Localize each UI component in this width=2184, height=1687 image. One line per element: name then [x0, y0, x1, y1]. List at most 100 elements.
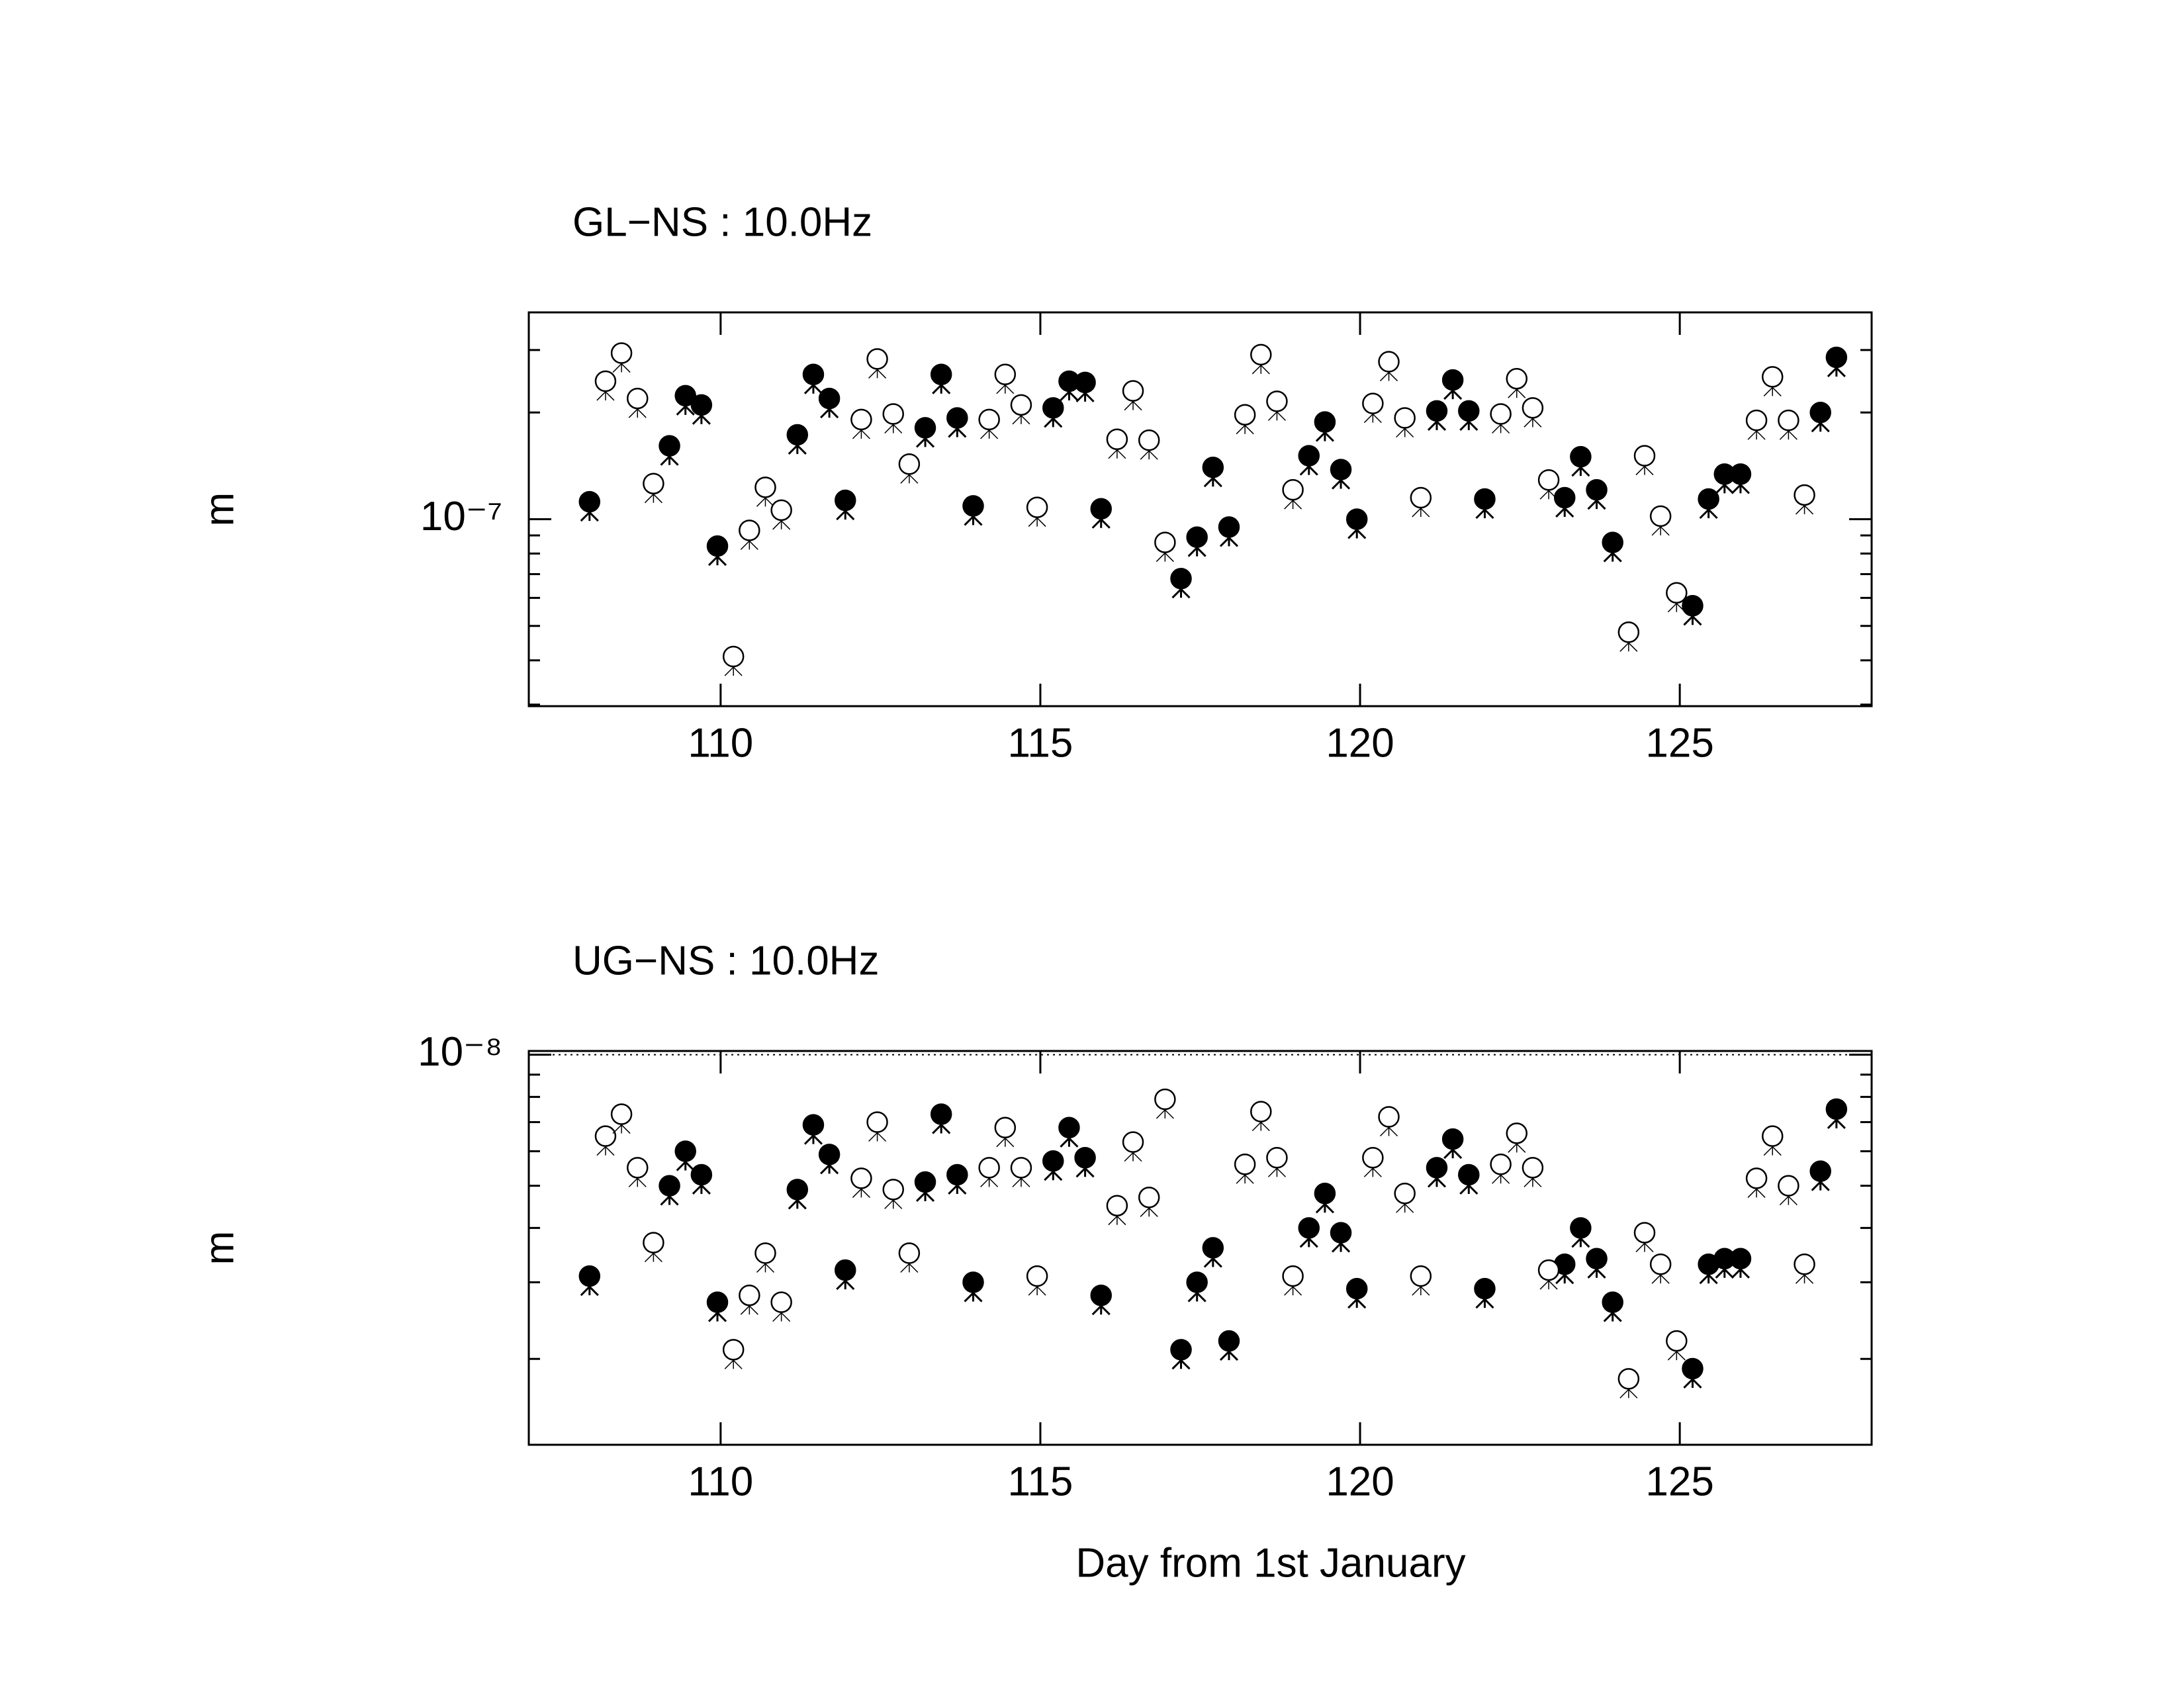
- marker: [674, 385, 696, 407]
- y-axis-label: m: [197, 492, 242, 527]
- data-point: [1441, 369, 1464, 400]
- data-point: [1745, 409, 1768, 440]
- data-point: [610, 342, 633, 373]
- data-point: [1330, 1222, 1352, 1253]
- marker: [1698, 488, 1719, 510]
- marker: [1266, 1146, 1288, 1169]
- marker: [1298, 445, 1320, 467]
- data-point: [1394, 407, 1416, 438]
- marker: [1186, 526, 1208, 548]
- data-point: [1282, 479, 1304, 510]
- data-point: [1314, 1183, 1336, 1214]
- data-point: [1809, 401, 1831, 433]
- marker: [1809, 1160, 1831, 1182]
- data-point: [978, 1157, 1000, 1187]
- marker: [1794, 484, 1815, 506]
- data-point: [1537, 469, 1560, 500]
- data-point: [1825, 1098, 1848, 1129]
- data-point: [1522, 1157, 1544, 1187]
- marker: [802, 1114, 825, 1136]
- marker: [739, 1284, 760, 1306]
- marker: [1633, 445, 1656, 467]
- data-point: [690, 394, 713, 425]
- data-point: [882, 1179, 904, 1209]
- data-point: [1617, 1368, 1640, 1398]
- marker: [1138, 429, 1160, 451]
- data-point: [706, 1291, 729, 1322]
- marker: [1410, 1265, 1432, 1287]
- marker: [930, 1103, 952, 1125]
- marker: [818, 387, 841, 410]
- data-point: [627, 1157, 649, 1187]
- data-point: [1778, 1175, 1799, 1206]
- data-point: [1090, 1284, 1112, 1316]
- data-point: [1426, 400, 1448, 431]
- marker: [1058, 1117, 1080, 1139]
- data-point: [659, 1175, 680, 1206]
- data-point: [1298, 445, 1320, 476]
- marker: [1633, 1222, 1656, 1244]
- data-point: [835, 1259, 856, 1291]
- marker: [835, 489, 856, 512]
- data-point: [1090, 498, 1112, 529]
- data-point: [1378, 351, 1400, 382]
- data-point: [1345, 508, 1368, 539]
- marker: [1202, 456, 1224, 479]
- marker: [1729, 463, 1752, 485]
- marker: [1426, 1157, 1448, 1179]
- data-point: [866, 1111, 888, 1142]
- data-point: [1570, 445, 1592, 477]
- marker: [1778, 1175, 1799, 1197]
- data-point: [1298, 1217, 1320, 1248]
- marker: [1026, 1265, 1048, 1287]
- data-point: [1058, 1117, 1080, 1148]
- data-point: [1122, 1131, 1144, 1162]
- data-point: [1649, 505, 1672, 536]
- data-point: [1458, 400, 1480, 431]
- data-point: [1794, 484, 1815, 515]
- data-point: [1010, 1157, 1032, 1187]
- marker: [706, 535, 729, 557]
- marker: [1553, 486, 1576, 509]
- marker: [1794, 1254, 1815, 1275]
- marker: [1537, 1259, 1560, 1281]
- data-point: [786, 1179, 809, 1210]
- data-point: [802, 1114, 825, 1145]
- marker: [1090, 1284, 1112, 1306]
- marker: [1250, 343, 1272, 366]
- marker: [786, 424, 809, 446]
- marker: [866, 1111, 888, 1133]
- data-point: [1026, 496, 1048, 527]
- marker: [1026, 496, 1048, 518]
- marker: [1282, 1265, 1304, 1287]
- data-point: [1410, 1265, 1432, 1296]
- data-point: [1537, 1259, 1560, 1290]
- data-point: [1074, 371, 1096, 402]
- data-point: [754, 1242, 776, 1273]
- data-point: [898, 1242, 921, 1273]
- marker: [1218, 516, 1240, 538]
- data-point: [1170, 1339, 1192, 1370]
- marker: [1314, 1183, 1336, 1205]
- marker: [1170, 567, 1192, 590]
- data-point: [754, 477, 776, 507]
- data-point: [706, 535, 729, 567]
- data-point: [643, 1232, 664, 1263]
- marker: [1778, 409, 1799, 432]
- marker: [1522, 1157, 1544, 1179]
- marker: [690, 1163, 713, 1186]
- data-point: [1458, 1163, 1480, 1195]
- data-point: [1106, 428, 1128, 459]
- data-point: [1586, 1248, 1608, 1279]
- marker: [1122, 380, 1144, 402]
- x-tick-label: 125: [1645, 1459, 1713, 1504]
- data-point: [1282, 1265, 1304, 1296]
- marker: [1042, 397, 1064, 419]
- data-point: [659, 435, 680, 466]
- marker: [1761, 1125, 1784, 1147]
- marker: [1106, 1195, 1128, 1216]
- data-point: [850, 408, 872, 439]
- marker: [739, 520, 760, 541]
- data-point: [1570, 1217, 1592, 1248]
- marker: [1042, 1150, 1064, 1172]
